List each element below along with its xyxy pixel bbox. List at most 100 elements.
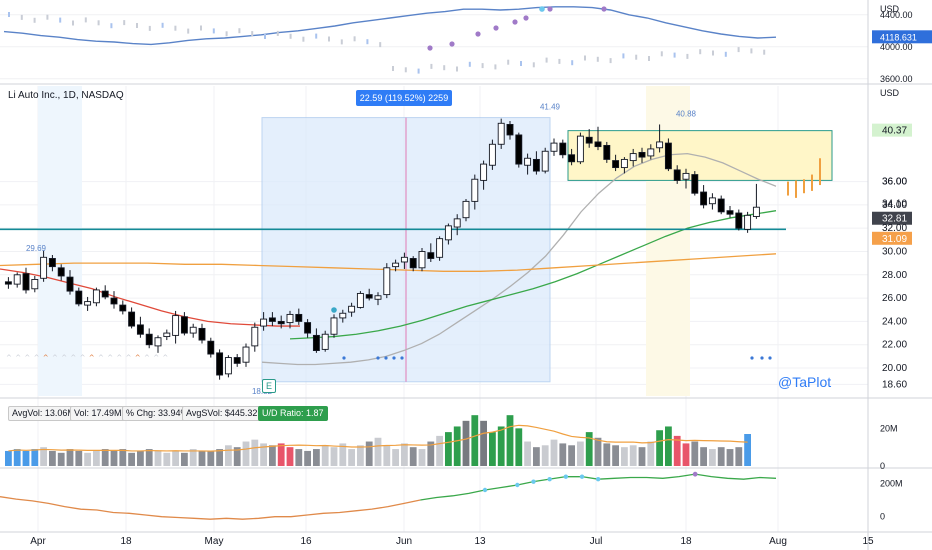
index-signal-dot (512, 19, 518, 25)
index-tick-marker (110, 23, 113, 29)
volume-bar (260, 443, 267, 466)
volume-bar (330, 447, 338, 466)
candle-down (312, 334, 320, 351)
volume-bar (427, 441, 435, 466)
index-tick-marker (456, 66, 458, 72)
y-tick-label: 20M (880, 423, 898, 433)
candle-up (656, 141, 664, 149)
y-tick-label: 0 (880, 461, 885, 471)
volume-bar (216, 449, 223, 466)
candle-down (506, 124, 514, 136)
index-tick-marker (174, 25, 177, 31)
volume-bar (189, 449, 197, 466)
volume-bar (49, 450, 56, 466)
candle-down (119, 304, 127, 312)
price-annotation: 40.88 (676, 110, 697, 119)
x-tick-label: 18 (680, 536, 692, 547)
candle-up (453, 218, 461, 228)
brand-watermark: @TaPlot (778, 374, 832, 390)
volume-bar (198, 450, 206, 466)
candle-up (92, 289, 100, 304)
volume-bar (462, 420, 470, 466)
candle-down (594, 141, 602, 148)
index-tick-marker (699, 49, 702, 55)
candle-up (436, 238, 444, 258)
volume-bar (66, 449, 74, 466)
volume-bar (13, 449, 21, 466)
candle-down (568, 154, 576, 163)
volume-bar (154, 450, 162, 466)
volume-bar (700, 447, 707, 466)
volume-bar (172, 450, 179, 466)
volume-bar (269, 445, 276, 466)
volume-bar (5, 450, 12, 466)
candle-up (444, 225, 452, 241)
volume-bar (295, 449, 303, 466)
earnings-marker[interactable]: E (262, 379, 276, 393)
candle-up (524, 157, 532, 166)
candle-down (365, 294, 373, 299)
index-tick-marker (417, 68, 420, 74)
candle-down (75, 290, 83, 305)
y-tick-label: 200M (880, 478, 903, 488)
candle-up (462, 200, 470, 219)
volume-bar (128, 452, 135, 466)
index-tick-marker (635, 54, 638, 60)
index-tick-marker (392, 66, 394, 71)
index-tick-marker (251, 31, 254, 37)
index-tick-marker (366, 39, 369, 45)
stat-avg-vol: AvgVol: 13.06M (8, 406, 79, 421)
index-current-label: 4118.631 (880, 32, 917, 42)
volume-bar (286, 447, 294, 466)
candle-up (40, 256, 48, 279)
volume-bar (665, 426, 672, 466)
index-signal-dot (523, 15, 529, 21)
volume-bar (357, 445, 364, 466)
dollar-volume-dot (595, 476, 601, 482)
price-pane: 29.6941.4940.8818.82^^^^^^^^^^^^^^^^^^40… (0, 86, 912, 396)
candle-up (708, 197, 716, 205)
candle-down (128, 311, 136, 327)
dollar-volume-dot (515, 482, 520, 488)
volume-bar (277, 443, 285, 466)
index-tick-marker (724, 51, 727, 57)
candle-down (691, 174, 699, 194)
candle-up (647, 148, 655, 157)
index-tick-marker (46, 14, 49, 20)
index-comparison-pane: 4118.631 (3, 6, 932, 74)
candle-up (488, 143, 496, 166)
volume-bar (673, 435, 681, 466)
candle-down (585, 136, 593, 144)
candle-up (418, 251, 426, 269)
volume-bar (726, 449, 734, 466)
y-tick-label: 3600.00 (880, 74, 913, 84)
volume-bar (709, 449, 716, 466)
volume-bar (691, 441, 699, 466)
dollar-volume-line (0, 496, 421, 520)
candle-down (735, 212, 743, 229)
candle-up (321, 333, 329, 350)
candle-up (550, 142, 558, 152)
trend-chevron: ^ (153, 354, 159, 362)
candle-up (163, 332, 171, 338)
volume-bar (577, 441, 584, 466)
index-tick-marker (558, 58, 561, 64)
index-axis-unit: USD (880, 4, 900, 14)
index-signal-dot (449, 41, 455, 47)
volume-bar (497, 426, 505, 466)
signal-dot (750, 356, 754, 360)
volume-bar (550, 439, 558, 466)
signal-dot (768, 356, 772, 360)
index-tick-marker (673, 52, 676, 58)
volume-bar (585, 432, 593, 466)
index-tick-marker (443, 65, 446, 71)
candle-up (682, 172, 690, 180)
candle-up (348, 305, 356, 313)
trend-chevron: ^ (6, 354, 12, 362)
volume-bar (145, 449, 153, 466)
volume-bar (137, 450, 144, 466)
dollar-volume-pane (0, 471, 777, 520)
y-tick-label: 34.00 (882, 200, 907, 211)
index-tick-marker (494, 64, 497, 70)
index-tick-marker (648, 56, 650, 61)
